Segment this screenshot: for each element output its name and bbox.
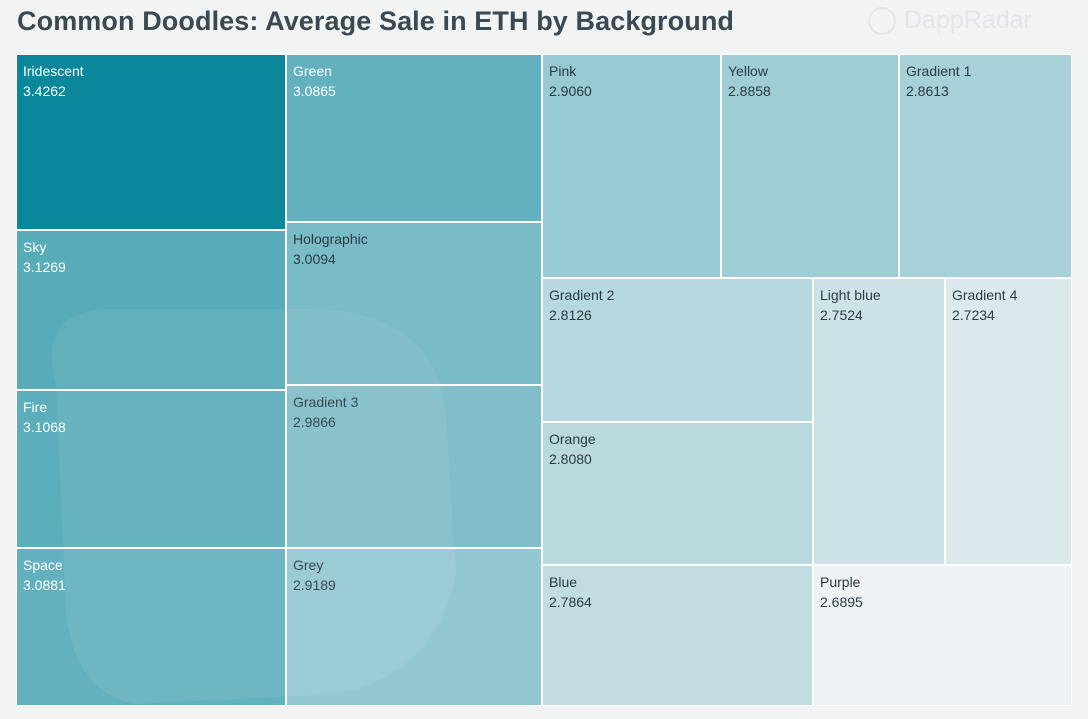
cell-label: Gradient 2: [549, 287, 615, 303]
cell-label: Purple: [820, 574, 861, 590]
cell-value: 3.0865: [293, 83, 336, 99]
cell-label: Holographic: [293, 231, 368, 247]
cell-value: 2.7864: [549, 594, 592, 610]
cell-value: 2.9866: [293, 414, 336, 430]
cell-label: Green: [293, 63, 332, 79]
cell-label: Gradient 3: [293, 394, 359, 410]
treemap-cell: Fire 3.1068: [16, 390, 286, 548]
cell-value: 2.8126: [549, 307, 592, 323]
treemap-cell: Holographic 3.0094: [286, 222, 542, 385]
cell-label: Space: [23, 557, 63, 573]
treemap-cell: Grey 2.9189: [286, 548, 542, 706]
treemap-cell: Gradient 3 2.9866: [286, 385, 542, 548]
treemap-cell: Iridescent 3.4262: [16, 54, 286, 230]
dappradar-logo-icon: [868, 6, 896, 35]
cell-value: 3.1068: [23, 419, 66, 435]
cell-value: 3.0881: [23, 577, 66, 593]
cell-label: Blue: [549, 574, 578, 590]
treemap-cell: Space 3.0881: [16, 548, 286, 706]
chart-title: Common Doodles: Average Sale in ETH by B…: [17, 6, 735, 36]
treemap-cell: Sky 3.1269: [16, 230, 286, 390]
cell-value: 3.1269: [23, 259, 66, 275]
treemap-cell: Orange 2.8080: [542, 422, 813, 565]
cell-value: 2.8613: [906, 83, 949, 99]
treemap-cell: Gradient 4 2.7234: [945, 278, 1072, 565]
cell-value: 3.4262: [23, 83, 66, 99]
cell-value: 3.0094: [293, 251, 336, 267]
cell-label: Yellow: [728, 63, 768, 79]
cell-value: 2.7234: [952, 307, 995, 323]
cell-label: Gradient 4: [952, 287, 1018, 303]
treemap-cell: Blue 2.7864: [542, 565, 813, 706]
cell-label: Iridescent: [23, 63, 84, 79]
treemap-cell: Purple 2.6895: [813, 565, 1072, 706]
cell-label: Fire: [23, 399, 48, 415]
cell-value: 2.6895: [820, 594, 863, 610]
treemap-cell: Gradient 1 2.8613: [899, 54, 1072, 278]
treemap-chart: Iridescent 3.4262 Sky 3.1269 Fire 3.1068 Space…: [16, 54, 1072, 706]
treemap-cell: Gradient 2 2.8126: [542, 278, 813, 422]
cell-label: Pink: [549, 63, 577, 79]
cell-label: Gradient 1: [906, 63, 972, 79]
treemap-cell: Green 3.0865: [286, 54, 542, 222]
cell-value: 2.9060: [549, 83, 592, 99]
treemap-cell: Pink 2.9060: [542, 54, 721, 278]
cell-label: Orange: [549, 431, 596, 447]
cell-label: Sky: [23, 239, 47, 255]
cell-label: Light blue: [820, 287, 881, 303]
cell-label: Grey: [293, 557, 324, 573]
cell-value: 2.9189: [293, 577, 336, 593]
cell-value: 2.8080: [549, 451, 592, 467]
treemap-cell: Yellow 2.8858: [721, 54, 899, 278]
dappradar-watermark: DappRadar: [868, 6, 1032, 35]
treemap-cell: Light blue 2.7524: [813, 278, 945, 565]
cell-value: 2.7524: [820, 307, 863, 323]
cell-value: 2.8858: [728, 83, 771, 99]
watermark-text: DappRadar: [904, 6, 1032, 34]
